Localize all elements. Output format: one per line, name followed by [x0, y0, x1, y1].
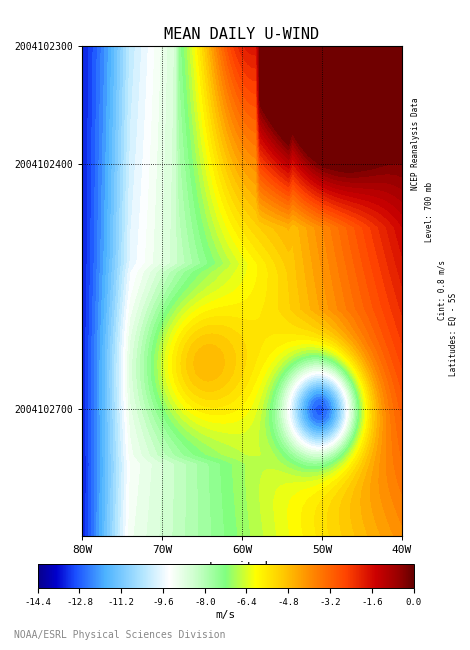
- Text: NOAA/ESRL Physical Sciences Division: NOAA/ESRL Physical Sciences Division: [14, 630, 226, 640]
- Text: Latitudes: EQ - 5S: Latitudes: EQ - 5S: [449, 292, 458, 376]
- X-axis label: Longitude: Longitude: [208, 561, 276, 574]
- Text: Level: 700 mb: Level: 700 mb: [425, 182, 434, 242]
- Text: Cint: 0.8 m/s: Cint: 0.8 m/s: [437, 260, 446, 320]
- Text: NCEP Reanalysis Data: NCEP Reanalysis Data: [411, 98, 420, 190]
- Title: MEAN DAILY U-WIND: MEAN DAILY U-WIND: [164, 27, 320, 42]
- X-axis label: m/s: m/s: [215, 610, 236, 619]
